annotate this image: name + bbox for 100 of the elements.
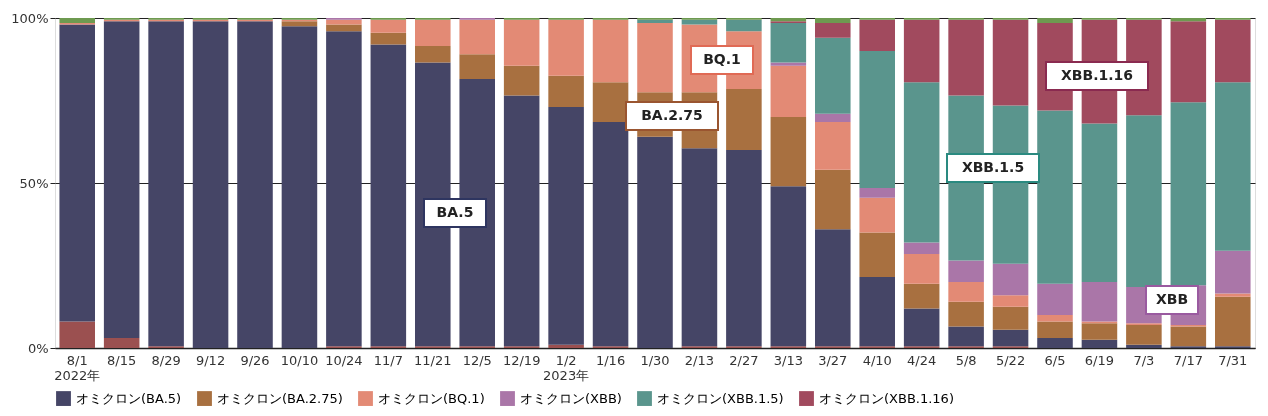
bar xyxy=(103,21,140,339)
annotation: XBB.1.16 xyxy=(1061,67,1133,83)
x-tick-label: 3/13 xyxy=(773,352,803,368)
x-tick-label: 9/26 xyxy=(240,352,270,368)
bar xyxy=(903,82,940,243)
annotation: XBB.1.5 xyxy=(961,159,1025,175)
bar xyxy=(637,22,673,93)
bar xyxy=(948,326,984,347)
bar xyxy=(992,263,1029,296)
bar xyxy=(415,46,451,63)
x-tick-label: 6/19 xyxy=(1084,352,1115,368)
bar xyxy=(948,282,984,302)
bar xyxy=(192,21,229,348)
bar xyxy=(370,44,407,347)
bar xyxy=(370,32,407,45)
bar xyxy=(815,22,851,38)
bar xyxy=(1037,338,1073,348)
bar xyxy=(103,338,140,348)
bar xyxy=(992,19,1029,106)
bar xyxy=(815,229,851,347)
bar xyxy=(992,306,1029,330)
x-tick-label: 7/31 xyxy=(1218,352,1248,368)
bar xyxy=(503,19,540,66)
bar xyxy=(281,21,318,27)
bar xyxy=(1126,344,1162,348)
x-tick-label: 5/8 xyxy=(955,352,977,368)
bar xyxy=(459,19,495,55)
bar xyxy=(815,169,851,230)
bar xyxy=(726,88,762,150)
bar xyxy=(548,19,584,76)
x-tick-label: 4/24 xyxy=(907,352,937,368)
x-tick-label: 1/16 xyxy=(595,352,626,368)
annotation: BQ.1 xyxy=(703,51,741,67)
y-tick-label: 0% xyxy=(27,340,49,356)
bar xyxy=(859,51,895,188)
bar xyxy=(1126,115,1162,287)
bar xyxy=(592,19,629,83)
legend-label: オミクロン(BQ.1) xyxy=(378,390,485,406)
bar xyxy=(1126,324,1162,345)
bar xyxy=(1215,293,1251,297)
bar xyxy=(1170,21,1207,103)
bar xyxy=(1215,296,1251,347)
x-tick-label: 3/27 xyxy=(818,352,848,368)
bar xyxy=(770,62,807,66)
x-tick-label: 10/10 xyxy=(280,352,319,368)
bar xyxy=(326,31,362,347)
bar xyxy=(859,19,895,51)
bar xyxy=(859,187,895,198)
x-tick-label: 4/10 xyxy=(862,352,892,368)
bar xyxy=(770,117,807,187)
bar xyxy=(681,148,718,347)
bar xyxy=(281,26,318,348)
bar xyxy=(770,22,807,63)
bar xyxy=(815,18,851,23)
legend-label: オミクロン(BA.5) xyxy=(76,390,182,406)
x-tick-label: 7/3 xyxy=(1133,352,1155,368)
x-tick-label: 7/17 xyxy=(1173,352,1203,368)
bar xyxy=(770,186,807,347)
bar xyxy=(370,19,407,33)
y-tick-label: 50% xyxy=(19,175,49,191)
bar xyxy=(148,21,184,347)
bar xyxy=(903,253,940,284)
bar xyxy=(326,24,362,32)
bar xyxy=(859,232,895,278)
bar xyxy=(903,19,940,83)
bar xyxy=(1215,250,1251,294)
bar xyxy=(770,65,807,117)
x-tick-label: 11/21 xyxy=(414,352,452,368)
bar xyxy=(726,150,762,347)
annotation: XBB xyxy=(1155,291,1189,307)
bar xyxy=(459,54,495,80)
x-tick-label: 5/22 xyxy=(995,352,1026,368)
annotation: BA.5 xyxy=(436,204,474,220)
bar xyxy=(992,295,1029,307)
bar xyxy=(1037,321,1073,339)
x-tick-label: 8/29 xyxy=(151,352,181,368)
x-tick-label: 2/13 xyxy=(684,352,715,368)
x-tick-label: 1/30 xyxy=(640,352,670,368)
bar xyxy=(59,321,95,348)
bar xyxy=(815,121,851,170)
x-tick-label: 1/2 2023年 xyxy=(543,352,590,383)
bar xyxy=(548,75,584,108)
bar xyxy=(592,121,629,347)
bar xyxy=(59,24,95,322)
bar xyxy=(1081,282,1118,322)
bar xyxy=(1170,18,1207,22)
bar xyxy=(948,301,984,327)
bar xyxy=(1037,283,1073,315)
bar xyxy=(415,19,451,47)
x-tick-label: 11/7 xyxy=(373,352,403,368)
bar xyxy=(548,344,584,348)
bar xyxy=(726,19,762,32)
bar xyxy=(815,37,851,114)
x-tick-label: 6/5 xyxy=(1044,352,1066,368)
bar xyxy=(903,283,940,309)
bar xyxy=(992,329,1029,347)
x-tick-label: 8/1 2022年 xyxy=(54,352,101,383)
bar xyxy=(948,19,984,96)
bar xyxy=(903,308,940,347)
bar xyxy=(59,18,95,23)
